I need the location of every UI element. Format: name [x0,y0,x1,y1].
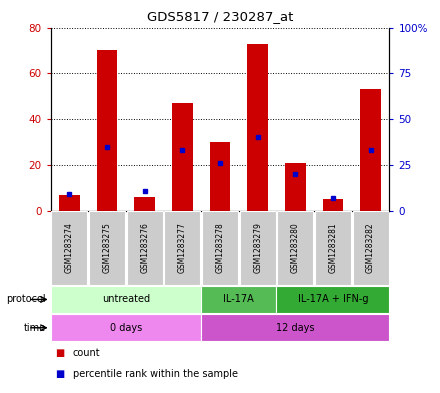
Text: GSM1283277: GSM1283277 [178,222,187,274]
Text: GSM1283278: GSM1283278 [216,222,224,274]
Bar [172,103,193,211]
Bar [323,199,343,211]
Text: IL-17A + IFN-g: IL-17A + IFN-g [298,294,368,305]
Bar [285,163,306,211]
Bar [239,211,276,285]
Bar [127,211,163,285]
Text: time: time [24,323,46,333]
Text: 0 days: 0 days [110,323,142,333]
Text: 12 days: 12 days [276,323,315,333]
Text: untreated: untreated [102,294,150,305]
Bar [352,211,389,285]
Bar [276,286,389,313]
Text: GDS5817 / 230287_at: GDS5817 / 230287_at [147,10,293,23]
Bar [315,211,351,285]
Bar [202,211,238,285]
Bar [201,286,276,313]
Text: IL-17A: IL-17A [224,294,254,305]
Bar [277,211,313,285]
Text: GSM1283281: GSM1283281 [328,223,337,273]
Text: GSM1283279: GSM1283279 [253,222,262,274]
Bar [51,314,201,342]
Bar [360,89,381,211]
Text: protocol: protocol [7,294,46,305]
Bar [164,211,201,285]
Text: GSM1283276: GSM1283276 [140,222,149,274]
Bar [89,211,125,285]
Bar [247,44,268,211]
Bar [51,211,88,285]
Text: GSM1283280: GSM1283280 [291,222,300,274]
Bar [209,142,231,211]
Bar [59,195,80,211]
Text: count: count [73,348,100,358]
Text: GSM1283275: GSM1283275 [103,222,112,274]
Text: percentile rank within the sample: percentile rank within the sample [73,369,238,379]
Text: GSM1283282: GSM1283282 [366,223,375,273]
Text: ■: ■ [55,369,64,379]
Text: ■: ■ [55,348,64,358]
Text: GSM1283274: GSM1283274 [65,222,74,274]
Bar [51,286,201,313]
Bar [201,314,389,342]
Bar [97,50,117,211]
Bar [134,197,155,211]
